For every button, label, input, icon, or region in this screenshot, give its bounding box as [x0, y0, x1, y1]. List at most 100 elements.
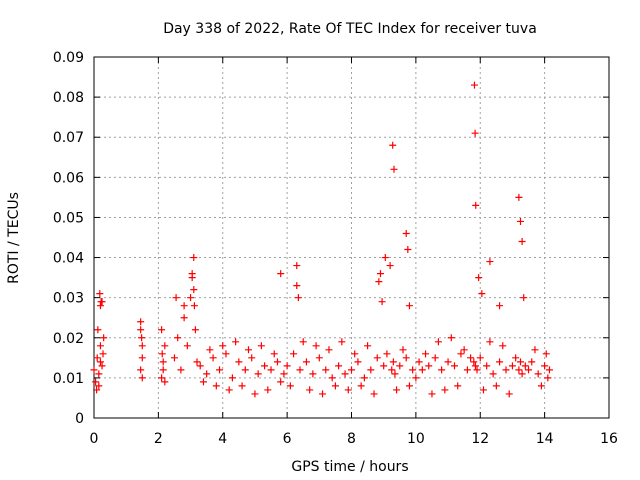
data-point: [376, 270, 384, 278]
data-point: [277, 378, 285, 386]
data-point: [251, 390, 259, 398]
data-point: [309, 370, 317, 378]
x-tick-label: 0: [90, 431, 99, 447]
data-point: [438, 366, 446, 374]
y-tick-label: 0.01: [53, 371, 84, 387]
data-point: [505, 390, 513, 398]
data-point: [293, 262, 301, 270]
data-point: [170, 354, 178, 362]
data-point: [96, 358, 104, 366]
data-point: [360, 374, 368, 382]
y-tick-label: 0.02: [53, 331, 84, 347]
data-point: [388, 366, 396, 374]
data-point: [228, 374, 236, 382]
data-point: [212, 382, 220, 390]
data-point: [277, 270, 285, 278]
data-point: [390, 165, 398, 173]
data-point: [496, 358, 504, 366]
data-point: [203, 370, 211, 378]
data-point: [473, 366, 481, 374]
data-point: [405, 302, 413, 310]
data-point: [404, 246, 412, 254]
data-point: [96, 302, 104, 310]
data-point: [190, 254, 198, 262]
x-tick-label: 12: [471, 431, 489, 447]
data-point: [444, 358, 452, 366]
data-point: [325, 346, 333, 354]
data-point: [161, 342, 169, 350]
data-point: [502, 366, 510, 374]
data-point: [405, 382, 413, 390]
data-point: [241, 366, 249, 374]
data-point: [541, 362, 549, 370]
data-point: [351, 350, 359, 358]
data-point: [187, 294, 195, 302]
data-point: [354, 358, 362, 366]
data-point: [415, 358, 423, 366]
data-point: [357, 382, 365, 390]
data-point: [219, 342, 227, 350]
data-point: [451, 362, 458, 370]
data-point: [516, 358, 524, 366]
data-point: [138, 334, 146, 342]
data-point: [99, 350, 107, 358]
y-tick-label: 0.07: [53, 130, 84, 146]
data-point: [389, 141, 397, 149]
data-point: [290, 350, 298, 358]
plot-border: [93, 56, 610, 419]
data-point: [373, 354, 381, 362]
data-point: [499, 342, 507, 350]
y-tick-label: 0.09: [53, 50, 84, 66]
y-tick-label: 0.05: [53, 210, 84, 226]
data-point: [312, 342, 320, 350]
data-point: [338, 338, 346, 346]
data-point: [183, 342, 191, 350]
data-point: [418, 366, 426, 374]
data-point: [193, 358, 201, 366]
data-point: [367, 366, 375, 374]
data-point: [331, 382, 339, 390]
data-point: [188, 270, 196, 278]
data-point: [137, 366, 145, 374]
data-point: [470, 358, 478, 366]
data-point: [542, 350, 550, 358]
data-point: [225, 386, 233, 394]
data-point: [409, 366, 417, 374]
data-point: [172, 294, 180, 302]
data-point: [254, 370, 262, 378]
data-point: [222, 350, 230, 358]
x-tick-label: 6: [283, 431, 292, 447]
data-point: [216, 366, 224, 374]
data-point: [544, 374, 552, 382]
data-point: [471, 129, 479, 137]
data-point: [399, 346, 407, 354]
data-point: [248, 354, 256, 362]
data-points: [90, 81, 553, 398]
data-point: [232, 338, 240, 346]
data-point: [422, 350, 430, 358]
data-point: [96, 342, 104, 350]
data-point: [393, 386, 401, 394]
data-point: [161, 378, 169, 386]
data-point: [293, 282, 301, 290]
data-point: [428, 390, 436, 398]
data-point: [431, 354, 439, 362]
data-point: [412, 374, 420, 382]
data-point: [479, 386, 487, 394]
data-point: [380, 362, 388, 370]
data-point: [515, 193, 523, 201]
data-point: [521, 362, 529, 370]
data-point: [322, 366, 330, 374]
data-point: [206, 346, 214, 354]
data-point: [496, 302, 504, 310]
data-point: [386, 262, 394, 270]
axes: [93, 56, 610, 419]
data-point: [525, 366, 533, 374]
data-point: [238, 382, 246, 390]
data-point: [98, 362, 106, 370]
data-point: [478, 290, 486, 298]
data-point: [306, 386, 314, 394]
data-point: [138, 354, 146, 362]
data-point: [402, 229, 410, 237]
